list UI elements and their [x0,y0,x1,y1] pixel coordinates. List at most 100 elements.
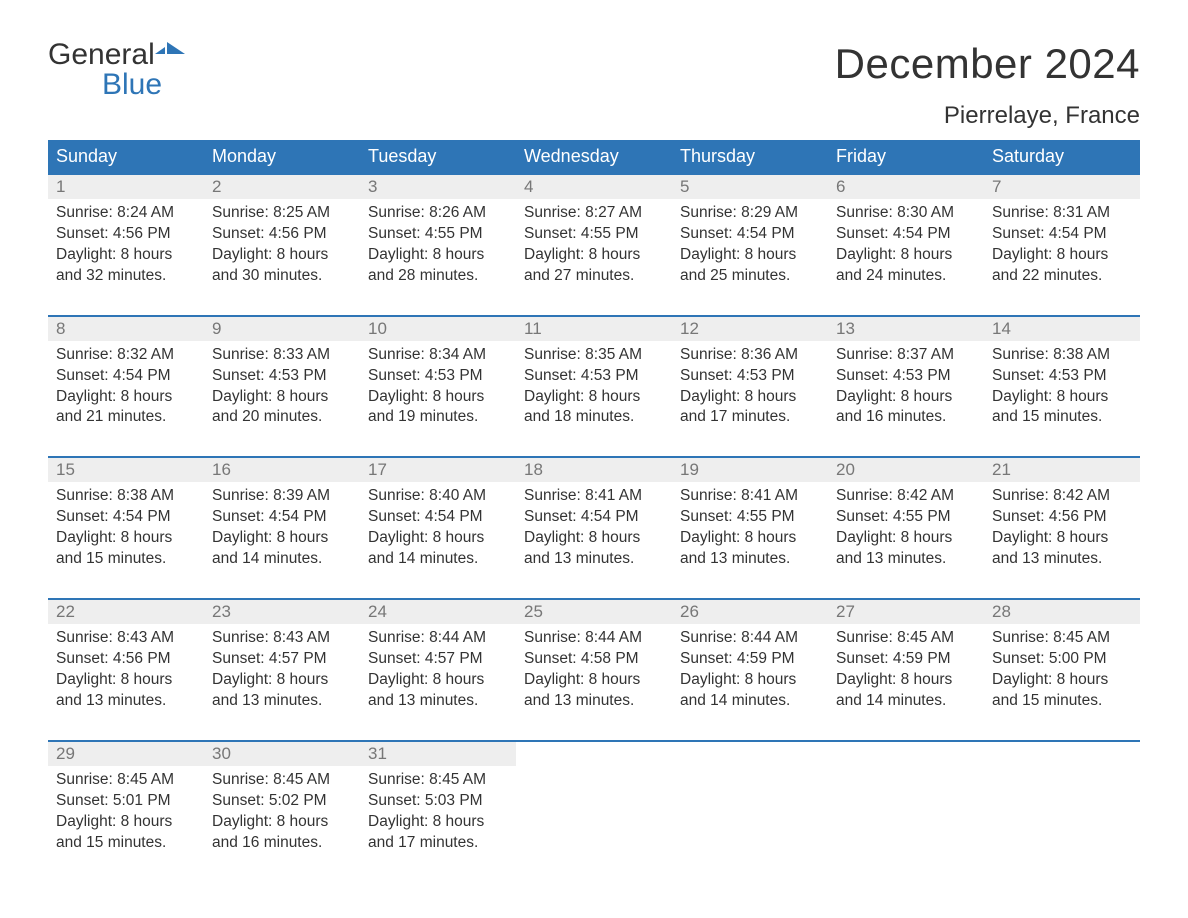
weekday-thursday: Thursday [672,140,828,173]
week-row: 891011121314Sunrise: 8:32 AMSunset: 4:54… [48,315,1140,449]
day-detail-row: Sunrise: 8:38 AMSunset: 4:54 PMDaylight:… [48,482,1140,590]
sunrise-line: Sunrise: 8:42 AM [836,486,976,507]
sunset-line: Sunset: 4:56 PM [56,224,196,245]
day-detail-row: Sunrise: 8:43 AMSunset: 4:56 PMDaylight:… [48,624,1140,732]
sunset-line: Sunset: 5:02 PM [212,791,352,812]
sunrise-line: Sunrise: 8:27 AM [524,203,664,224]
sunrise-line: Sunrise: 8:45 AM [56,770,196,791]
day-detail: Sunrise: 8:39 AMSunset: 4:54 PMDaylight:… [204,482,360,590]
day-detail: Sunrise: 8:44 AMSunset: 4:59 PMDaylight:… [672,624,828,732]
sunset-line: Sunset: 4:54 PM [56,507,196,528]
sunset-line: Sunset: 4:53 PM [836,366,976,387]
day-number: 22 [48,600,204,624]
day-detail: Sunrise: 8:26 AMSunset: 4:55 PMDaylight:… [360,199,516,307]
day-number: 6 [828,175,984,199]
day-detail: Sunrise: 8:34 AMSunset: 4:53 PMDaylight:… [360,341,516,449]
day-number: 13 [828,317,984,341]
daylight-line: Daylight: 8 hours and 13 minutes. [368,670,508,712]
weekday-wednesday: Wednesday [516,140,672,173]
day-detail: Sunrise: 8:25 AMSunset: 4:56 PMDaylight:… [204,199,360,307]
day-number: 18 [516,458,672,482]
daylight-line: Daylight: 8 hours and 14 minutes. [836,670,976,712]
day-detail: Sunrise: 8:42 AMSunset: 4:56 PMDaylight:… [984,482,1140,590]
sunset-line: Sunset: 4:59 PM [836,649,976,670]
sunset-line: Sunset: 4:55 PM [680,507,820,528]
day-number [672,742,828,766]
day-number: 1 [48,175,204,199]
sunrise-line: Sunrise: 8:45 AM [368,770,508,791]
day-detail: Sunrise: 8:35 AMSunset: 4:53 PMDaylight:… [516,341,672,449]
daylight-line: Daylight: 8 hours and 13 minutes. [680,528,820,570]
daylight-line: Daylight: 8 hours and 15 minutes. [992,387,1132,429]
sunset-line: Sunset: 4:55 PM [836,507,976,528]
sunset-line: Sunset: 4:54 PM [368,507,508,528]
sunset-line: Sunset: 4:54 PM [992,224,1132,245]
sunrise-line: Sunrise: 8:31 AM [992,203,1132,224]
sunrise-line: Sunrise: 8:45 AM [212,770,352,791]
day-number-row: 293031 [48,740,1140,766]
sunset-line: Sunset: 4:55 PM [524,224,664,245]
day-number: 19 [672,458,828,482]
daylight-line: Daylight: 8 hours and 13 minutes. [836,528,976,570]
day-number: 2 [204,175,360,199]
day-number [516,742,672,766]
sunrise-line: Sunrise: 8:43 AM [212,628,352,649]
day-number: 16 [204,458,360,482]
logo: General Blue [48,40,185,100]
weekday-sunday: Sunday [48,140,204,173]
day-detail [984,766,1140,874]
daylight-line: Daylight: 8 hours and 14 minutes. [680,670,820,712]
day-detail: Sunrise: 8:27 AMSunset: 4:55 PMDaylight:… [516,199,672,307]
day-detail: Sunrise: 8:33 AMSunset: 4:53 PMDaylight:… [204,341,360,449]
week-row: 293031Sunrise: 8:45 AMSunset: 5:01 PMDay… [48,740,1140,874]
daylight-line: Daylight: 8 hours and 13 minutes. [992,528,1132,570]
day-number: 15 [48,458,204,482]
location-label: Pierrelaye, France [835,102,1140,130]
day-detail: Sunrise: 8:30 AMSunset: 4:54 PMDaylight:… [828,199,984,307]
day-number: 25 [516,600,672,624]
day-detail-row: Sunrise: 8:45 AMSunset: 5:01 PMDaylight:… [48,766,1140,874]
day-number-row: 891011121314 [48,315,1140,341]
weekday-saturday: Saturday [984,140,1140,173]
sunrise-line: Sunrise: 8:26 AM [368,203,508,224]
daylight-line: Daylight: 8 hours and 14 minutes. [212,528,352,570]
day-detail: Sunrise: 8:41 AMSunset: 4:54 PMDaylight:… [516,482,672,590]
sunset-line: Sunset: 4:53 PM [368,366,508,387]
day-detail: Sunrise: 8:43 AMSunset: 4:56 PMDaylight:… [48,624,204,732]
day-number: 24 [360,600,516,624]
day-number: 29 [48,742,204,766]
daylight-line: Daylight: 8 hours and 19 minutes. [368,387,508,429]
sunrise-line: Sunrise: 8:44 AM [680,628,820,649]
day-number: 26 [672,600,828,624]
daylight-line: Daylight: 8 hours and 13 minutes. [212,670,352,712]
weekday-monday: Monday [204,140,360,173]
sunset-line: Sunset: 4:54 PM [836,224,976,245]
daylight-line: Daylight: 8 hours and 15 minutes. [56,528,196,570]
logo-text-1: General [48,38,155,71]
day-detail [516,766,672,874]
sunset-line: Sunset: 4:56 PM [992,507,1132,528]
day-detail: Sunrise: 8:40 AMSunset: 4:54 PMDaylight:… [360,482,516,590]
sunset-line: Sunset: 4:53 PM [524,366,664,387]
sunrise-line: Sunrise: 8:43 AM [56,628,196,649]
sunset-line: Sunset: 4:56 PM [56,649,196,670]
day-detail: Sunrise: 8:38 AMSunset: 4:54 PMDaylight:… [48,482,204,590]
sunrise-line: Sunrise: 8:45 AM [836,628,976,649]
daylight-line: Daylight: 8 hours and 30 minutes. [212,245,352,287]
day-number: 30 [204,742,360,766]
daylight-line: Daylight: 8 hours and 21 minutes. [56,387,196,429]
day-number: 4 [516,175,672,199]
sunrise-line: Sunrise: 8:29 AM [680,203,820,224]
daylight-line: Daylight: 8 hours and 16 minutes. [836,387,976,429]
daylight-line: Daylight: 8 hours and 27 minutes. [524,245,664,287]
daylight-line: Daylight: 8 hours and 18 minutes. [524,387,664,429]
day-number: 27 [828,600,984,624]
week-row: 1234567Sunrise: 8:24 AMSunset: 4:56 PMDa… [48,173,1140,307]
page-title: December 2024 [835,40,1140,88]
daylight-line: Daylight: 8 hours and 16 minutes. [212,812,352,854]
sunset-line: Sunset: 5:03 PM [368,791,508,812]
day-detail: Sunrise: 8:38 AMSunset: 4:53 PMDaylight:… [984,341,1140,449]
day-detail: Sunrise: 8:24 AMSunset: 4:56 PMDaylight:… [48,199,204,307]
sunrise-line: Sunrise: 8:45 AM [992,628,1132,649]
day-number [828,742,984,766]
